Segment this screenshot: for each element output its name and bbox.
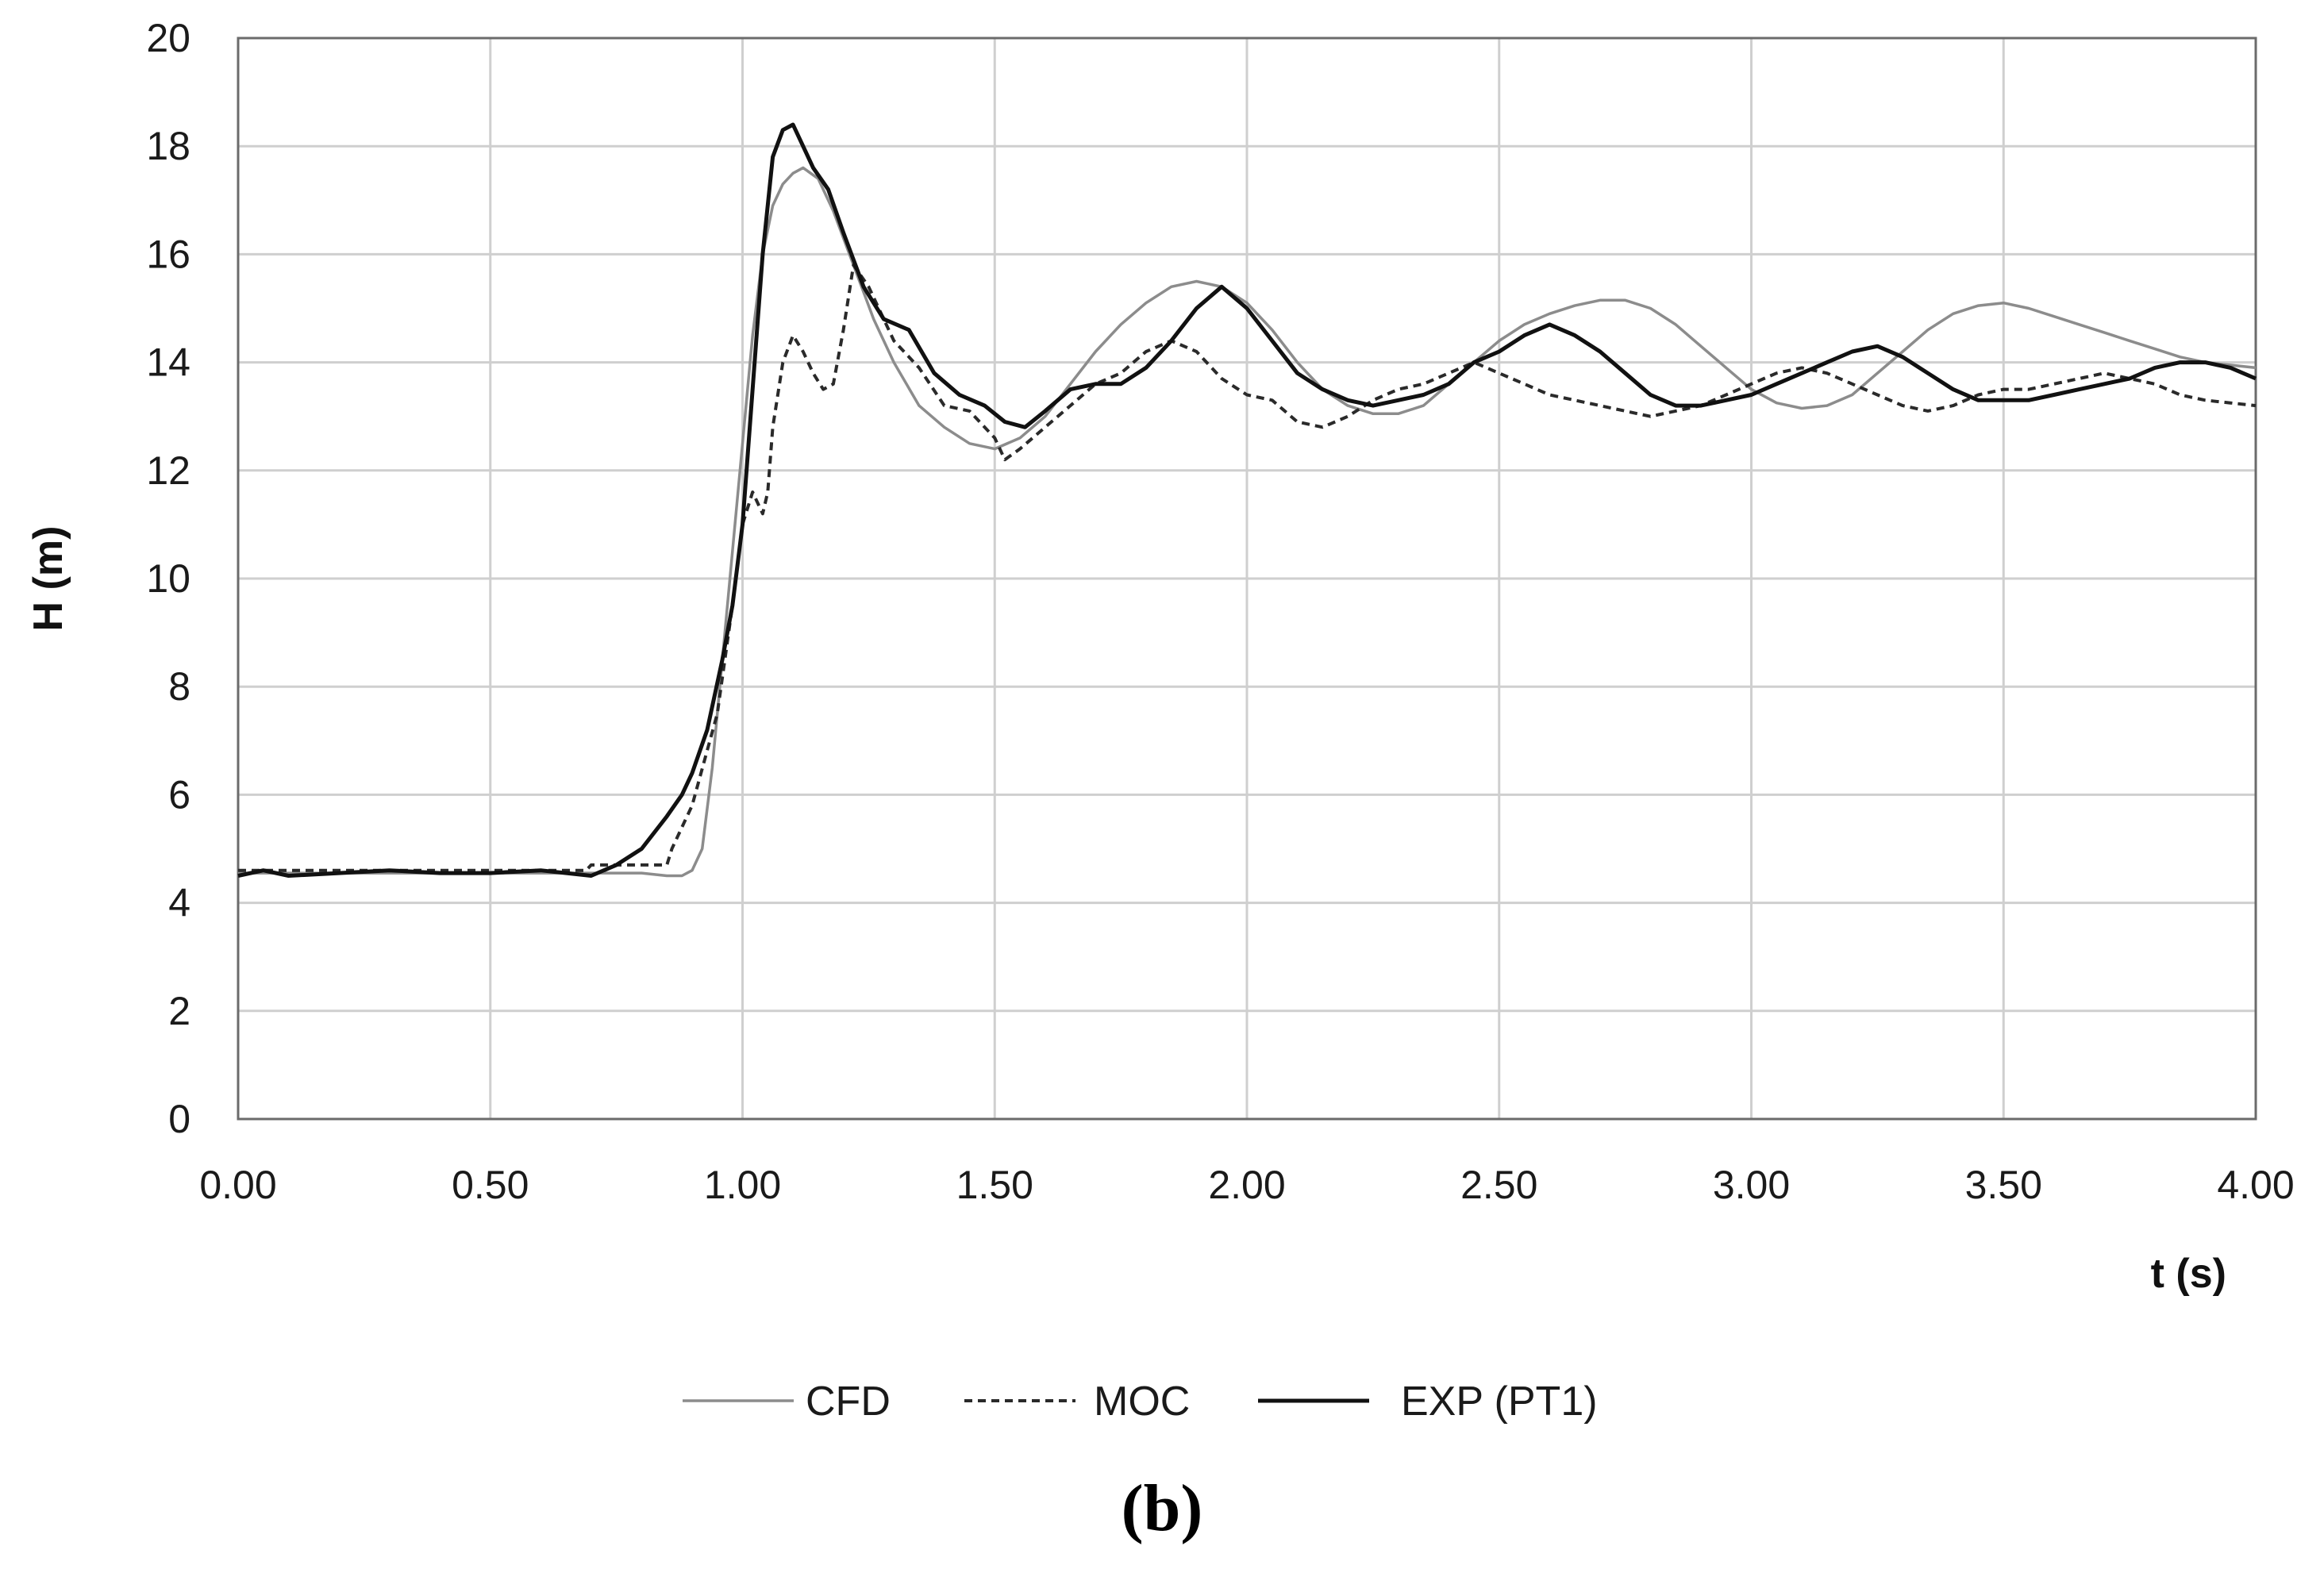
y-tick-label: 16 [146, 232, 190, 276]
y-axis-title: H (m) [25, 526, 71, 632]
series-line-cfd [238, 166, 2257, 878]
y-tick-label: 8 [168, 664, 190, 709]
y-tick-label: 6 [168, 772, 190, 817]
y-tick-label: 12 [146, 448, 190, 493]
x-axis-ticks: 0.00 0.50 1.00 1.50 2.00 2.50 3.00 3.50 4.00 [199, 1163, 2294, 1207]
x-tick-label: 1.00 [704, 1163, 781, 1207]
y-axis-ticks: 0 2 4 6 8 10 12 14 16 18 20 [146, 16, 190, 1141]
legend-label: EXP (PT1) [1401, 1379, 1598, 1425]
x-tick-label: 2.00 [1208, 1163, 1285, 1207]
x-tick-label: 4.00 [2217, 1163, 2294, 1207]
x-tick-label: 0.00 [199, 1163, 276, 1207]
x-tick-label: 0.50 [452, 1163, 529, 1207]
legend: CFD MOC EXP (PT1) [683, 1379, 1598, 1425]
y-tick-label: 2 [168, 989, 190, 1033]
series-layer [237, 122, 2257, 878]
legend-label: MOC [1094, 1379, 1190, 1425]
plot-area-border [237, 37, 2257, 1121]
y-tick-label: 0 [168, 1097, 190, 1141]
x-axis-title: t (s) [2151, 1251, 2226, 1297]
y-tick-label: 10 [146, 556, 190, 601]
x-tick-label: 2.50 [1460, 1163, 1537, 1207]
y-tick-label: 18 [146, 124, 190, 168]
series-line-moc [238, 263, 2257, 872]
series-line-exp-pt1 [237, 122, 2257, 878]
x-tick-label: 3.50 [1965, 1163, 2042, 1207]
panel-label: (b) [1122, 1471, 1203, 1545]
legend-label: CFD [806, 1379, 891, 1425]
x-tick-label: 3.00 [1713, 1163, 1790, 1207]
x-tick-label: 1.50 [956, 1163, 1033, 1207]
y-tick-label: 4 [168, 881, 190, 925]
y-tick-label: 20 [146, 16, 190, 60]
y-tick-label: 14 [146, 340, 190, 385]
